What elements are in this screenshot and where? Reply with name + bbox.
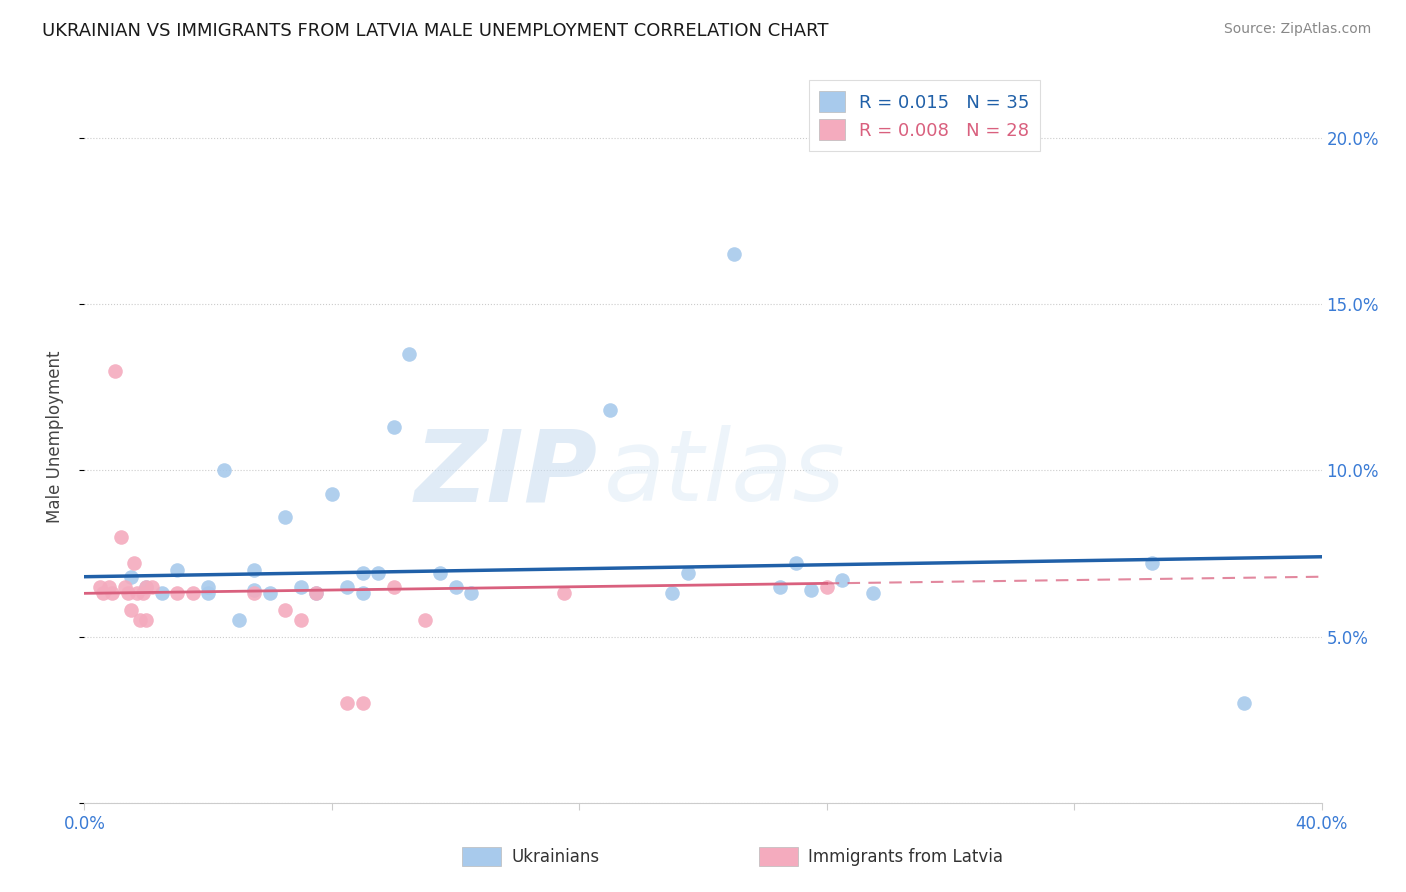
Point <box>274 603 297 617</box>
Point <box>382 420 405 434</box>
Point <box>114 580 136 594</box>
Point <box>135 580 157 594</box>
Point <box>429 566 451 581</box>
Point <box>290 580 312 594</box>
Point <box>398 347 420 361</box>
Point <box>553 586 575 600</box>
Point <box>444 580 467 594</box>
Point <box>243 563 266 577</box>
Point <box>305 586 328 600</box>
Point <box>132 586 155 600</box>
Point <box>274 509 297 524</box>
Point <box>150 586 173 600</box>
Point <box>129 613 152 627</box>
Point <box>413 613 436 627</box>
Point <box>135 613 157 627</box>
Point <box>599 403 621 417</box>
Point <box>181 586 204 600</box>
Point <box>135 580 157 594</box>
Text: atlas: atlas <box>605 425 845 522</box>
Point <box>117 586 139 600</box>
Point <box>104 363 127 377</box>
Point <box>98 580 121 594</box>
Point <box>367 566 389 581</box>
Point <box>336 696 359 710</box>
Point <box>321 486 343 500</box>
Point <box>120 570 142 584</box>
Point <box>352 586 374 600</box>
Point <box>382 580 405 594</box>
Point <box>1233 696 1256 710</box>
Point <box>785 557 807 571</box>
Point <box>110 530 132 544</box>
Y-axis label: Male Unemployment: Male Unemployment <box>45 351 63 524</box>
Point <box>1140 557 1163 571</box>
Point <box>336 580 359 594</box>
Point <box>460 586 482 600</box>
Point <box>243 586 266 600</box>
Text: Ukrainians: Ukrainians <box>512 848 599 866</box>
Point <box>831 573 853 587</box>
Point <box>723 247 745 261</box>
Point <box>769 580 792 594</box>
Point <box>89 580 111 594</box>
FancyBboxPatch shape <box>759 847 799 866</box>
Point <box>862 586 884 600</box>
Text: ZIP: ZIP <box>415 425 598 522</box>
Point <box>166 563 188 577</box>
Point <box>800 582 823 597</box>
Point <box>91 586 114 600</box>
Point <box>228 613 250 627</box>
Point <box>122 557 145 571</box>
Point <box>197 586 219 600</box>
Point <box>661 586 683 600</box>
Point <box>212 463 235 477</box>
Point <box>352 696 374 710</box>
Legend: R = 0.015   N = 35, R = 0.008   N = 28: R = 0.015 N = 35, R = 0.008 N = 28 <box>808 80 1040 151</box>
Point <box>101 586 124 600</box>
Point <box>120 603 142 617</box>
Point <box>197 580 219 594</box>
FancyBboxPatch shape <box>461 847 502 866</box>
Text: Immigrants from Latvia: Immigrants from Latvia <box>808 848 1002 866</box>
Point <box>290 613 312 627</box>
Text: Source: ZipAtlas.com: Source: ZipAtlas.com <box>1223 22 1371 37</box>
Point <box>676 566 699 581</box>
Point <box>125 586 148 600</box>
Point <box>141 580 163 594</box>
Point <box>243 582 266 597</box>
Text: UKRAINIAN VS IMMIGRANTS FROM LATVIA MALE UNEMPLOYMENT CORRELATION CHART: UKRAINIAN VS IMMIGRANTS FROM LATVIA MALE… <box>42 22 828 40</box>
Point <box>352 566 374 581</box>
Point <box>166 586 188 600</box>
Point <box>259 586 281 600</box>
Point <box>815 580 838 594</box>
Point <box>305 586 328 600</box>
